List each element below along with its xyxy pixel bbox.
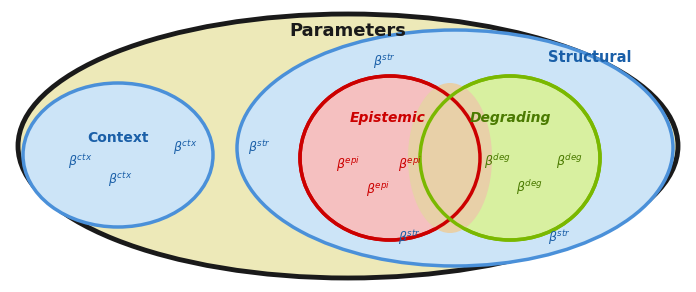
Text: $\beta^{epi}$: $\beta^{epi}$: [336, 156, 360, 174]
Ellipse shape: [408, 83, 492, 233]
Ellipse shape: [237, 30, 673, 266]
Text: $\beta^{ctx}$: $\beta^{ctx}$: [173, 139, 197, 157]
Text: $\beta^{epi}$: $\beta^{epi}$: [366, 180, 390, 199]
Text: $\beta^{deg}$: $\beta^{deg}$: [556, 152, 583, 171]
Ellipse shape: [420, 76, 600, 240]
Text: $\beta^{epi}$: $\beta^{epi}$: [398, 156, 422, 174]
Text: $\beta^{str}$: $\beta^{str}$: [399, 229, 422, 247]
Text: $\beta^{deg}$: $\beta^{deg}$: [484, 152, 512, 171]
Text: Parameters: Parameters: [290, 22, 406, 40]
Text: Epistemic: Epistemic: [350, 111, 426, 125]
Ellipse shape: [300, 76, 480, 240]
Text: $\beta^{str}$: $\beta^{str}$: [374, 53, 397, 71]
Text: $\beta^{ctx}$: $\beta^{ctx}$: [108, 171, 132, 189]
Text: Structural: Structural: [548, 51, 632, 65]
Text: Degrading: Degrading: [469, 111, 551, 125]
Ellipse shape: [23, 83, 213, 227]
Ellipse shape: [18, 14, 678, 278]
Text: $\beta^{deg}$: $\beta^{deg}$: [516, 178, 544, 197]
Text: $\beta^{ctx}$: $\beta^{ctx}$: [68, 153, 93, 171]
Text: $\beta^{str}$: $\beta^{str}$: [248, 139, 271, 157]
Text: Context: Context: [87, 131, 149, 145]
Text: $\beta^{str}$: $\beta^{str}$: [548, 229, 571, 247]
